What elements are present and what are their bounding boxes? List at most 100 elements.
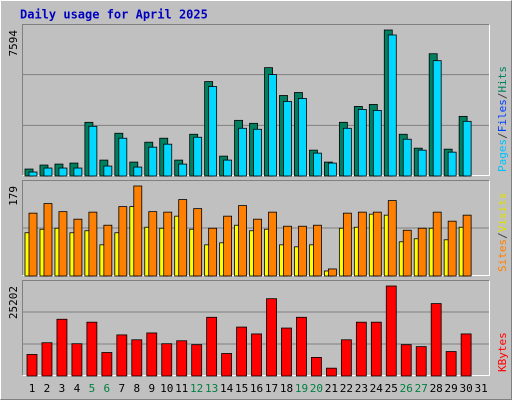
bar (133, 185, 143, 277)
bar (417, 149, 427, 177)
bar (283, 101, 292, 177)
bar (268, 211, 277, 277)
bar (26, 354, 38, 377)
bar (370, 321, 382, 377)
bar (238, 205, 247, 277)
bar (400, 344, 412, 377)
bar (223, 215, 233, 277)
y-tick-label: 7594 (7, 30, 20, 57)
bevel (22, 24, 490, 176)
bar (161, 343, 173, 377)
legend-entry: Hits (496, 66, 509, 93)
bar (133, 166, 143, 177)
y-tick-label: 179 (7, 186, 20, 206)
bar (462, 214, 472, 277)
bar (178, 163, 188, 177)
x-tick-label: 8 (133, 382, 140, 395)
x-tick-label: 27 (415, 382, 428, 395)
x-tick-label: 4 (74, 382, 81, 395)
bar (238, 127, 247, 177)
bar (118, 206, 128, 277)
bar (148, 146, 158, 177)
bar (430, 303, 442, 377)
x-tick-label: 22 (340, 382, 353, 395)
bar (208, 227, 218, 277)
bar (73, 218, 83, 277)
x-tick-label: 9 (148, 382, 155, 395)
x-tick-label: 3 (59, 382, 66, 395)
bar (313, 224, 322, 277)
bar (58, 167, 68, 177)
bar (71, 343, 83, 377)
bar (208, 86, 218, 177)
bar (385, 285, 397, 377)
x-tick-label: 16 (250, 382, 263, 395)
bar (447, 151, 457, 177)
bar (432, 60, 442, 177)
legend-entry: Files (496, 99, 509, 132)
bar (178, 199, 188, 277)
legend-entry: / (496, 93, 509, 100)
bar (298, 225, 307, 277)
x-tick-label: 18 (280, 382, 293, 395)
bar (402, 138, 412, 177)
bar (28, 171, 38, 177)
bar (118, 137, 128, 177)
bar (460, 333, 472, 377)
x-tick-label: 6 (104, 382, 111, 395)
bar (148, 211, 158, 277)
bar (340, 339, 352, 377)
bar (253, 128, 262, 177)
x-tick-label: 25 (385, 382, 398, 395)
x-tick-label: 20 (310, 382, 323, 395)
bar (253, 218, 262, 277)
legend-entry: Sites (496, 239, 509, 272)
x-tick-label: 29 (445, 382, 458, 395)
bar (131, 339, 143, 377)
bar (372, 110, 382, 177)
x-tick-label: 11 (175, 382, 188, 395)
bar (163, 143, 173, 177)
x-tick-label: 17 (265, 382, 278, 395)
bar (223, 159, 233, 177)
bar (342, 212, 352, 277)
bevel (22, 180, 490, 276)
bevel (22, 280, 490, 376)
bar (43, 203, 53, 277)
bar (146, 332, 158, 377)
legend-entry: KBytes (496, 332, 509, 372)
bar (73, 167, 83, 177)
legend: Sites/Visits (496, 193, 509, 273)
bar (206, 316, 218, 377)
x-tick-label: 15 (235, 382, 248, 395)
legend-entry: Visits (496, 193, 509, 233)
bar (417, 227, 427, 277)
x-tick-label: 30 (460, 382, 473, 395)
y-tick-label: 25202 (7, 286, 20, 319)
bar (342, 127, 352, 177)
bar (447, 220, 457, 277)
x-tick-label: 7 (119, 382, 126, 395)
bar (116, 334, 128, 377)
bar (462, 120, 472, 177)
x-tick-label: 28 (430, 382, 443, 395)
bar (101, 352, 113, 377)
bar (88, 125, 98, 177)
x-tick-label: 12 (190, 382, 203, 395)
bar (327, 268, 337, 277)
bar (281, 327, 292, 377)
bar (56, 318, 68, 377)
x-tick-label: 31 (474, 382, 487, 395)
bar (41, 342, 53, 377)
bar (432, 211, 442, 277)
bar (296, 316, 307, 377)
x-tick-label: 10 (160, 382, 173, 395)
legend-entry: / (496, 232, 509, 239)
bar (445, 351, 457, 377)
bar (193, 208, 203, 277)
bar (355, 321, 367, 377)
bar (103, 165, 113, 177)
bar (43, 167, 53, 177)
